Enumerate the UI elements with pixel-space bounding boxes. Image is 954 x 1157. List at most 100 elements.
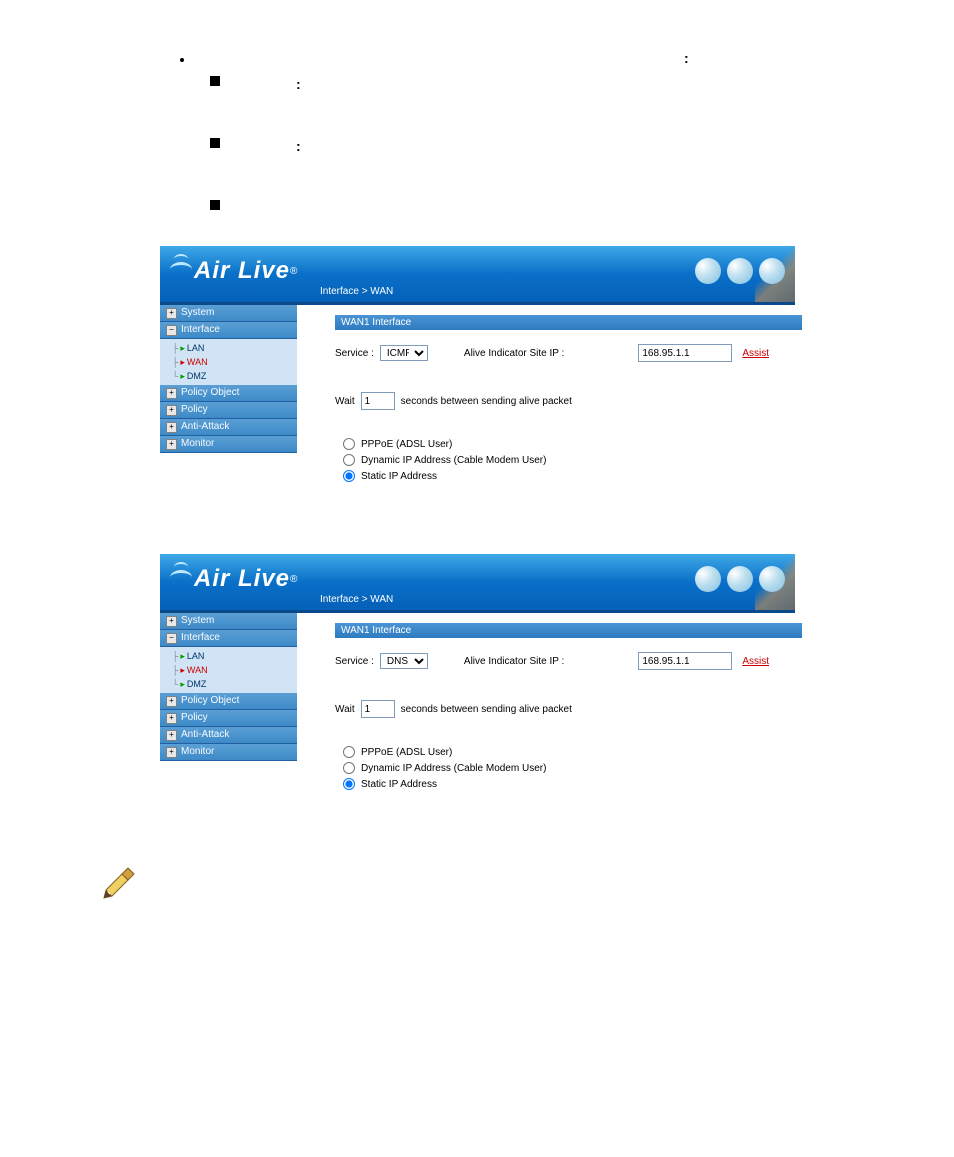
panel-body: +System −Interface ├▸LAN ├▸WAN └▸DMZ +Po… [160,613,795,822]
nav-label: Interface [181,630,220,646]
subnav-lan[interactable]: ├▸LAN [160,341,297,355]
subnav-wan[interactable]: ├▸WAN [160,355,297,369]
wait-row: Wait seconds between sending alive packe… [335,392,802,410]
nav-policy-object[interactable]: + Policy Object [160,693,297,710]
radio-input[interactable] [343,438,355,450]
indicator-ip-input[interactable] [638,652,732,670]
arrow-red-icon: ▸ [180,355,185,369]
radio-static[interactable]: Static IP Address [335,776,802,792]
nav-system[interactable]: + System [160,305,297,322]
globes-group [695,566,785,592]
radio-pppoe[interactable]: PPPoE (ADSL User) [335,436,802,452]
expand-icon[interactable]: + [166,405,177,416]
logo-reg: ® [290,574,297,585]
radio-input[interactable] [343,746,355,758]
service-select[interactable]: ICMP [380,345,428,361]
subnav-label: DMZ [187,369,207,383]
radio-label: Dynamic IP Address (Cable Modem User) [361,455,546,466]
tree-mark-icon: └ [172,677,178,691]
expand-icon[interactable]: + [166,730,177,741]
tree-mark-icon: ├ [172,341,178,355]
radio-dynamic[interactable]: Dynamic IP Address (Cable Modem User) [335,452,802,468]
globe-icon [695,566,721,592]
logo-reg: ® [290,266,297,277]
subnav-dmz[interactable]: └▸DMZ [160,677,297,691]
router-panel-dns: Air Live ® Interface > WAN +System −Inte… [160,554,795,822]
nav-policy[interactable]: + Policy [160,402,297,419]
radio-static[interactable]: Static IP Address [335,468,802,484]
nav-anti-attack[interactable]: +Anti-Attack [160,419,297,436]
nav-interface[interactable]: −Interface [160,322,297,339]
radio-label: Dynamic IP Address (Cable Modem User) [361,763,546,774]
nav-anti-attack[interactable]: + Anti-Attack [160,727,297,744]
nav-system[interactable]: + System [160,613,297,630]
globes-group [695,258,785,284]
service-row: Service : ICMP Alive Indicator Site IP :… [335,344,802,362]
expand-icon[interactable]: + [166,713,177,724]
globe-icon [759,258,785,284]
expand-icon[interactable]: + [166,388,177,399]
section-title-bar: WAN1 Interface [335,623,802,638]
logo-area: Air Live ® [170,252,297,290]
note-pencil-icon [100,862,140,902]
instructions-block: : : : [180,50,854,226]
expand-icon[interactable]: + [166,747,177,758]
collapse-icon[interactable]: − [166,633,177,644]
nav-label: Anti-Attack [181,727,229,743]
radio-input[interactable] [343,454,355,466]
nav-label: System [181,305,214,321]
expand-icon[interactable]: + [166,696,177,707]
nav-monitor[interactable]: + Monitor [160,436,297,453]
radio-label: Static IP Address [361,779,437,790]
square-bullet-icon [210,138,220,148]
globe-icon [695,258,721,284]
globe-icon [759,566,785,592]
wait-input[interactable] [361,700,395,718]
nav-interface[interactable]: −Interface [160,630,297,647]
wait-suffix: seconds between sending alive packet [401,704,572,715]
content-area: WAN1 Interface Service : ICMP Alive Indi… [297,305,802,514]
expand-icon[interactable]: + [166,616,177,627]
arrow-green-icon: ▸ [180,677,185,691]
bullet-dot [180,58,184,62]
subnav-dmz[interactable]: └▸DMZ [160,369,297,383]
radio-label: Static IP Address [361,471,437,482]
wait-prefix: Wait [335,704,355,715]
banner: Air Live ® Interface > WAN [160,554,795,613]
content-area: WAN1 Interface Service : DNS Alive Indic… [297,613,802,822]
expand-icon[interactable]: + [166,439,177,450]
subnav-label: DMZ [187,677,207,691]
collapse-icon[interactable]: − [166,325,177,336]
radio-dynamic[interactable]: Dynamic IP Address (Cable Modem User) [335,760,802,776]
nav-label: System [181,613,214,629]
assist-link[interactable]: Assist [742,348,769,359]
breadcrumb: Interface > WAN [320,594,393,605]
square-bullet-icon [210,200,220,210]
nav-policy-object[interactable]: +Policy Object [160,385,297,402]
nav-label: Monitor [181,744,214,760]
radio-pppoe[interactable]: PPPoE (ADSL User) [335,744,802,760]
radio-label: PPPoE (ADSL User) [361,439,452,450]
expand-icon[interactable]: + [166,422,177,433]
nav-label: Interface [181,322,220,338]
service-select[interactable]: DNS [380,653,428,669]
subnav-wan[interactable]: ├▸WAN [160,663,297,677]
nav-monitor[interactable]: + Monitor [160,744,297,761]
nav-label: Monitor [181,436,214,452]
wait-input[interactable] [361,392,395,410]
globe-icon [727,258,753,284]
subnav-lan[interactable]: ├▸LAN [160,649,297,663]
radio-input[interactable] [343,762,355,774]
radio-input[interactable] [343,470,355,482]
globe-icon [727,566,753,592]
nav-label: Policy [181,402,208,418]
nav-policy[interactable]: +Policy [160,710,297,727]
radio-input[interactable] [343,778,355,790]
connection-radio-group: PPPoE (ADSL User) Dynamic IP Address (Ca… [335,436,802,484]
expand-icon[interactable]: + [166,308,177,319]
logo-text: Air Live [194,257,290,285]
assist-link[interactable]: Assist [742,656,769,667]
nav-label: Policy Object [181,693,239,709]
arrow-green-icon: ▸ [180,369,185,383]
indicator-ip-input[interactable] [638,344,732,362]
